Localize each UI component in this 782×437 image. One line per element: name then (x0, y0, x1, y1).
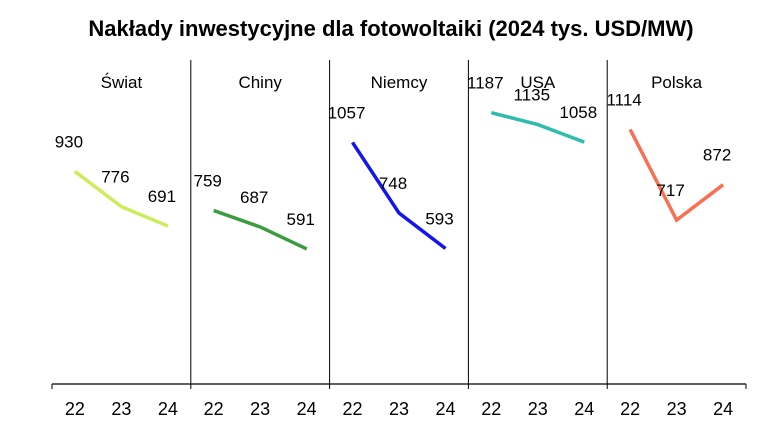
data-label: 687 (240, 188, 268, 207)
x-tick-label: 23 (111, 399, 131, 419)
series-line (628, 128, 725, 223)
x-tick-label: 22 (620, 399, 640, 419)
data-label: 872 (703, 146, 731, 165)
panel-1: Świat 930 776 691 22 23 24 (55, 73, 178, 419)
panel-label: Świat (101, 73, 143, 92)
chart-title: Nakłady inwestycyjne dla fotowoltaiki (2… (88, 16, 694, 41)
series-line (351, 141, 447, 250)
panel-2: Chiny 759 687 591 22 23 24 (194, 73, 317, 419)
panel-3: Niemcy 1057 748 593 22 23 24 (328, 73, 456, 419)
panel-5: Polska 1114 717 872 22 23 24 (606, 73, 733, 419)
x-tick-label: 23 (667, 399, 687, 419)
data-label: 759 (194, 172, 222, 191)
data-label: 748 (379, 174, 407, 193)
panel-label: USA (520, 73, 556, 92)
x-tick-label: 22 (204, 399, 224, 419)
data-label: 1114 (606, 90, 641, 109)
x-tick-label: 22 (65, 399, 85, 419)
x-tick-label: 24 (158, 399, 178, 419)
data-label: 593 (425, 209, 453, 228)
panel-label: Chiny (238, 73, 282, 92)
data-label: 1058 (559, 103, 597, 122)
data-label: 776 (101, 168, 129, 187)
data-label: 1057 (328, 103, 366, 122)
chart-panels: Świat 930 776 691 22 23 24 Chiny 759 687 591 22 23 24… (55, 73, 733, 419)
x-axis-ticks (51, 384, 747, 389)
data-label: 1135 (514, 86, 551, 105)
x-tick-label: 23 (250, 399, 270, 419)
data-label: 1187 (467, 74, 504, 93)
panel-label: Niemcy (371, 73, 428, 92)
data-label: 691 (148, 187, 176, 206)
x-tick-label: 23 (389, 399, 409, 419)
x-tick-label: 22 (481, 399, 501, 419)
data-label: 717 (656, 181, 684, 200)
data-label: 591 (287, 210, 315, 229)
x-tick-label: 24 (574, 399, 594, 419)
data-label: 930 (55, 132, 83, 151)
x-tick-label: 22 (342, 399, 362, 419)
panel-dividers (190, 60, 608, 384)
x-tick-label: 23 (528, 399, 548, 419)
x-tick-label: 24 (713, 399, 733, 419)
panel-4: USA 1187 1135 1058 22 23 24 (467, 73, 597, 419)
x-tick-label: 24 (435, 399, 455, 419)
x-tick-label: 24 (297, 399, 317, 419)
panel-label: Polska (651, 73, 703, 92)
